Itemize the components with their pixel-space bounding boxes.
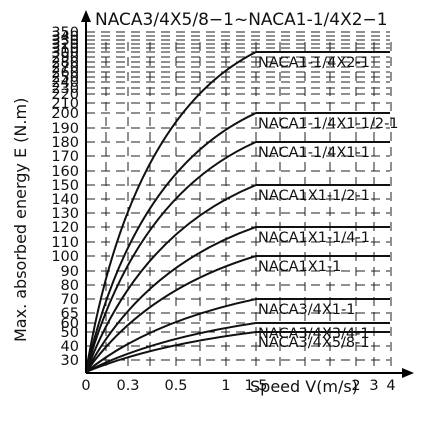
y-tick-label: 160 [51,164,79,180]
series-label: NACA3/4X1-1 [258,302,356,318]
axes [81,10,414,378]
y-tick-label: 120 [51,220,79,236]
x-tick-label: 3 [369,378,378,394]
y-tick-label: 70 [61,292,79,308]
y-tick-label: 110 [51,235,79,251]
curve-labels: NACA1-1/4X2-1 NACA1-1/4X1-1/2-1 NACA1-1/4X… [258,55,399,351]
y-tick-label: 230 [51,81,79,97]
y-axis-title: Max. absorbed energy E (N.m) [11,98,30,342]
y-tick-label: 350 [51,25,79,41]
series-label: NACA1-1/4X1-1/2-1 [258,116,399,132]
y-tick-label: 90 [61,264,79,280]
chart-title: NACA3/4X5/8−1~NACA1-1/4X2−1 [95,10,388,30]
y-tick-label: 340 [51,29,79,45]
x-tick-label: 0 [81,378,90,394]
y-tick-label: 130 [51,206,79,222]
series-line [85,51,390,373]
tick-labels: 3040506065708090100110120130140150160170… [51,25,395,394]
y-tick-label: 40 [61,339,79,355]
series-label: NACA1-1/4X1-1 [258,145,370,161]
x-tick-label: 1 [221,378,230,394]
series-label: NACA1X1-1 [258,259,341,275]
series-line [85,331,390,373]
y-tick-label: 210 [51,96,79,112]
series-line [85,112,390,373]
y-tick-label: 270 [51,60,79,76]
y-tick-label: 100 [51,249,79,265]
x-tick-label: 0.5 [164,378,187,394]
y-tick-label: 250 [51,70,79,86]
y-tick-label: 290 [51,50,79,66]
y-tick-label: 220 [51,87,79,103]
y-tick-label: 330 [51,33,79,49]
y-tick-label: 300 [51,45,79,61]
y-tick-label: 170 [51,149,79,165]
series-label: NACA3/4X5/8-1 [258,335,370,351]
y-tick-label: 150 [51,178,79,194]
y-tick-label: 180 [51,135,79,151]
y-axis-arrow [81,10,91,22]
series-line [85,298,390,373]
x-tick-label: 1.5 [244,378,267,394]
x-tick-label: 2 [351,378,360,394]
x-tick-label: 0.3 [116,378,139,394]
series-label: NACA1X1-1/2-1 [258,188,370,204]
series-line [85,184,390,373]
grid [86,31,392,373]
series-label: NACA1X1-1/4-1 [258,230,370,246]
series-label: NACA3/4X3/4-1 [258,326,370,342]
series-line [85,322,390,373]
y-tick-label: 65 [61,306,79,322]
series-line [85,255,390,373]
x-axis-arrow [402,368,414,378]
y-tick-label: 320 [51,37,79,53]
y-tick-label: 190 [51,121,79,137]
y-tick-label: 50 [61,325,79,341]
curves [85,51,390,373]
y-tick-label: 140 [51,192,79,208]
y-tick-label: 240 [51,75,79,91]
y-tick-label: 310 [51,41,79,57]
y-tick-label: 200 [51,106,79,122]
x-axis-title: Speed V(m/s) [250,377,358,396]
series-line [85,141,390,373]
series-label: NACA1-1/4X2-1 [258,55,370,71]
y-tick-label: 60 [61,316,79,332]
y-tick-label: 280 [51,55,79,71]
y-tick-label: 260 [51,65,79,81]
y-tick-label: 80 [61,278,79,294]
x-tick-label: 4 [386,378,395,394]
y-tick-label: 30 [61,353,79,369]
series-line [85,226,390,373]
